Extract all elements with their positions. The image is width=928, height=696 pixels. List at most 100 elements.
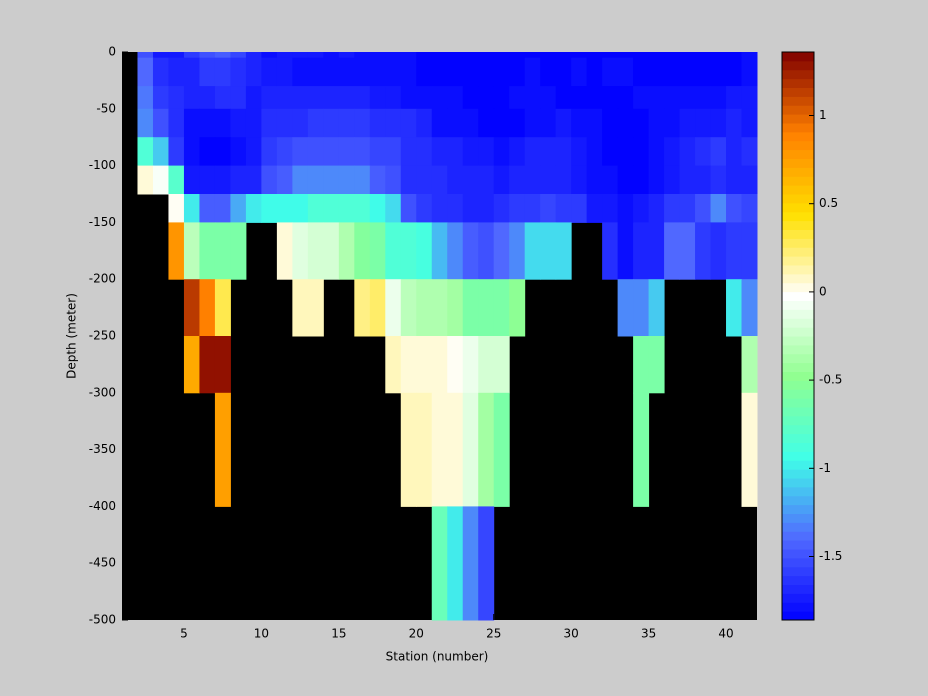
heat-cell bbox=[524, 222, 541, 280]
heat-cell bbox=[540, 165, 557, 195]
heat-cell bbox=[478, 165, 495, 195]
colorbar-step bbox=[782, 611, 814, 621]
colorbar-step bbox=[782, 87, 814, 97]
heat-cell bbox=[695, 222, 712, 280]
heat-cell bbox=[741, 392, 758, 507]
colorbar-step bbox=[782, 140, 814, 151]
colorbar-tick-label: 1 bbox=[819, 108, 827, 122]
heat-cell bbox=[137, 52, 154, 59]
heat-cell bbox=[617, 52, 634, 59]
heat-cell bbox=[183, 52, 200, 59]
heat-cell bbox=[245, 57, 262, 87]
heat-cell bbox=[664, 137, 681, 167]
y-tick-label: -50 bbox=[96, 101, 116, 115]
heat-cell bbox=[695, 137, 712, 167]
heat-cell bbox=[431, 392, 448, 507]
heat-cell bbox=[199, 108, 216, 138]
heat-cell bbox=[648, 194, 665, 223]
heat-cell bbox=[524, 194, 541, 223]
heat-cell bbox=[679, 52, 696, 59]
heat-cell bbox=[710, 137, 727, 167]
heat-cell bbox=[276, 52, 293, 59]
heat-cell bbox=[726, 108, 743, 138]
heat-cell bbox=[199, 194, 216, 223]
heat-cell bbox=[168, 194, 185, 223]
heat-cell bbox=[493, 57, 510, 87]
heat-cell bbox=[478, 86, 495, 110]
heat-cell bbox=[168, 52, 185, 59]
heat-cell bbox=[679, 194, 696, 223]
heat-cell bbox=[493, 86, 510, 110]
heat-cell bbox=[478, 279, 495, 337]
colorbar-step bbox=[782, 593, 814, 603]
heat-cell bbox=[478, 57, 495, 87]
heat-cell bbox=[152, 165, 169, 195]
heat-cell bbox=[478, 108, 495, 138]
heat-cell bbox=[214, 194, 231, 223]
heat-cell bbox=[183, 279, 200, 337]
x-tick-label: 5 bbox=[180, 627, 188, 641]
heat-cell bbox=[168, 86, 185, 110]
y-tick-label: -350 bbox=[89, 442, 116, 456]
heat-cell bbox=[338, 57, 355, 87]
heat-cell bbox=[524, 86, 541, 110]
heat-cell bbox=[214, 57, 231, 87]
heat-cell bbox=[462, 392, 479, 507]
heat-cell bbox=[183, 108, 200, 138]
heat-cell bbox=[354, 52, 371, 59]
colorbar-step bbox=[782, 123, 814, 133]
heat-cell bbox=[602, 108, 619, 138]
heat-cell bbox=[633, 52, 650, 59]
heat-cell bbox=[431, 336, 448, 394]
heat-cell bbox=[695, 86, 712, 110]
heat-cell bbox=[633, 165, 650, 195]
heat-cell bbox=[571, 52, 588, 59]
colorbar-step bbox=[782, 167, 814, 177]
heat-cell bbox=[431, 165, 448, 195]
heat-cell bbox=[478, 194, 495, 223]
heat-cell bbox=[230, 137, 247, 167]
heat-cell bbox=[199, 137, 216, 167]
heat-cell bbox=[292, 52, 309, 59]
heat-cell bbox=[478, 52, 495, 59]
y-tick-label: -300 bbox=[89, 385, 116, 399]
heat-cell bbox=[602, 52, 619, 59]
colorbar-step bbox=[782, 540, 814, 550]
heat-cell bbox=[679, 165, 696, 195]
heat-cell bbox=[338, 52, 355, 59]
heat-cell bbox=[726, 279, 743, 337]
colorbar-step bbox=[782, 149, 814, 159]
heat-cell bbox=[602, 165, 619, 195]
colorbar-step bbox=[782, 566, 814, 577]
heat-cell bbox=[261, 137, 278, 167]
x-tick-label: 35 bbox=[641, 627, 656, 641]
heat-cell bbox=[230, 57, 247, 87]
heat-cell bbox=[447, 57, 464, 87]
heat-cell bbox=[555, 194, 572, 223]
heat-cell bbox=[462, 165, 479, 195]
colorbar-step bbox=[782, 433, 814, 443]
heat-cell bbox=[230, 52, 247, 59]
y-axis-label: Depth (meter) bbox=[65, 293, 79, 379]
heat-cell bbox=[385, 165, 402, 195]
heat-cell bbox=[617, 57, 634, 87]
heat-cell bbox=[245, 108, 262, 138]
heat-cell bbox=[323, 194, 340, 223]
heat-cell bbox=[214, 86, 231, 110]
heat-cell bbox=[571, 194, 588, 223]
heat-cell bbox=[462, 57, 479, 87]
heat-cell bbox=[571, 137, 588, 167]
colorbar-step bbox=[782, 318, 814, 328]
heat-cell bbox=[462, 194, 479, 223]
colorbar-step bbox=[782, 478, 814, 488]
heat-cell bbox=[152, 137, 169, 167]
heat-cell bbox=[323, 222, 340, 280]
heat-cell bbox=[602, 86, 619, 110]
heat-cell bbox=[245, 165, 262, 195]
heat-cell bbox=[741, 52, 758, 59]
heat-cell bbox=[276, 137, 293, 167]
y-tick-label: -400 bbox=[89, 499, 116, 513]
heat-cell bbox=[462, 506, 479, 621]
heat-cell bbox=[152, 57, 169, 87]
colorbar-step bbox=[782, 380, 814, 390]
